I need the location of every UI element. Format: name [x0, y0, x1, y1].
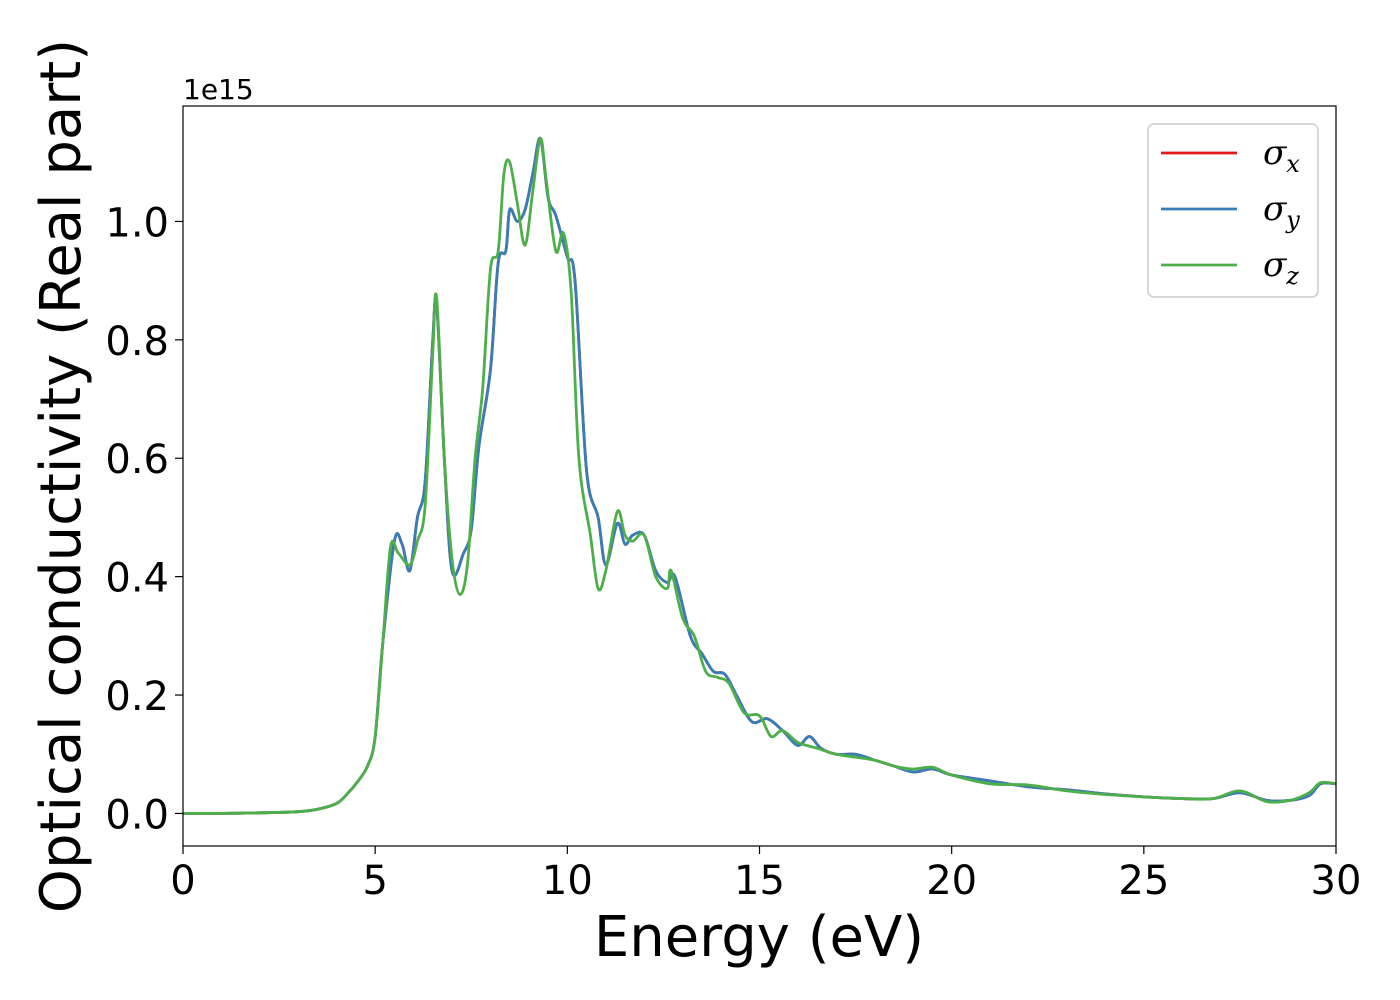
- legend-label-x: σx: [1263, 133, 1300, 178]
- x-tick-label: 30: [1311, 858, 1362, 904]
- y-tick-label: 0.4: [105, 556, 169, 602]
- x-tick-label: 25: [1118, 858, 1169, 904]
- y-axis: 0.0 0.2 0.4 0.6 0.8 1.0: [105, 200, 183, 838]
- y-tick-label: 0.8: [105, 319, 169, 365]
- x-tick-label: 20: [926, 858, 977, 904]
- legend: σx σy σz: [1147, 123, 1319, 298]
- legend-box: [1147, 123, 1319, 298]
- legend-entries: σx σy σz: [1161, 133, 1300, 290]
- x-tick-label: 15: [734, 858, 785, 904]
- y-tick-label: 0.2: [105, 674, 169, 720]
- x-axis-label: Energy (eV): [594, 905, 924, 970]
- x-axis: 0 5 10 15 20 25 30: [170, 846, 1361, 904]
- y-tick-label: 0.0: [105, 792, 169, 838]
- x-tick-label: 0: [170, 858, 195, 904]
- y-tick-label: 0.6: [105, 437, 169, 483]
- y-offset-label: 1e15: [183, 73, 254, 106]
- legend-label-z: σz: [1263, 245, 1299, 290]
- x-tick-label: 5: [362, 858, 387, 904]
- series-line-z: [183, 137, 1336, 815]
- legend-label-y: σy: [1263, 189, 1300, 234]
- series-layer: [183, 137, 1336, 815]
- y-tick-label: 1.0: [105, 200, 169, 246]
- x-tick-label: 10: [542, 858, 593, 904]
- y-axis-label: Optical conductivity (Real part): [29, 39, 94, 913]
